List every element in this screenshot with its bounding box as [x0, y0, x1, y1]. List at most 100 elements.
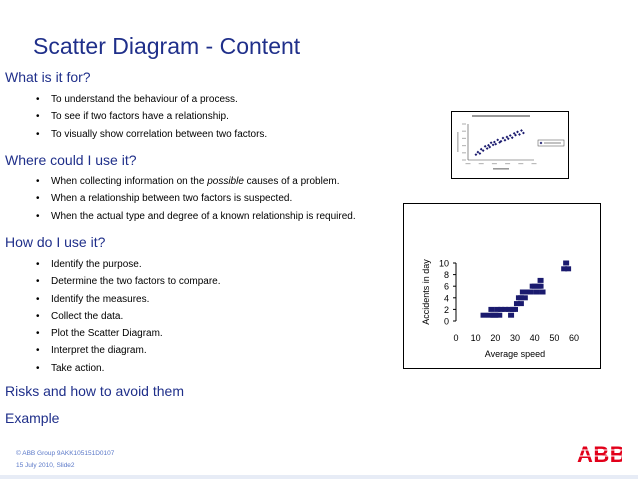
thumb-y-tick-label	[462, 145, 466, 147]
bullet-item: To understand the behaviour of a process…	[36, 91, 267, 109]
scatter-point	[508, 312, 515, 318]
thumb-scatter-point	[518, 133, 521, 136]
thumb-scatter-point	[488, 145, 492, 149]
thumb-x-tick-label	[518, 163, 524, 165]
scatter-point	[506, 306, 513, 312]
thumb-scatter-point	[520, 129, 523, 132]
bullet-item: Take action.	[36, 360, 221, 378]
scatter-point	[486, 312, 493, 318]
thumb-scatter-point	[516, 130, 519, 134]
y-tick-label: 4	[444, 293, 449, 303]
bullet-item: Identify the measures.	[36, 291, 221, 309]
bullet-item: When collecting information on the possi…	[36, 173, 356, 191]
thumb-scatter-point	[522, 131, 525, 135]
footer-copyright: © ABB Group 9AKK105151D0107	[16, 450, 115, 457]
y-tick-label: 0	[444, 317, 449, 327]
thumb-y-tick-label	[462, 130, 466, 132]
y-tick-label: 6	[444, 282, 449, 292]
thumb-scatter-point	[479, 147, 483, 151]
x-tick-label: 50	[549, 333, 559, 343]
scatter-point	[539, 289, 546, 295]
thumb-x-tick-label	[491, 163, 497, 165]
thumb-scatter-point	[485, 147, 489, 150]
abb-logo: ABB	[577, 442, 626, 470]
thumb-y-tick-label	[462, 152, 466, 154]
scatter-point	[533, 289, 540, 295]
thumb-scatter-point	[501, 136, 505, 140]
x-tick-label: 20	[490, 333, 500, 343]
thumb-scatter-point	[493, 140, 496, 144]
thumb-legend-text	[544, 142, 561, 144]
x-tick-label: 0	[453, 333, 458, 343]
thumb-y-tick-label	[462, 123, 466, 125]
scatter-point	[512, 306, 518, 312]
thumb-scatter-point	[483, 144, 487, 148]
svg-text:ABB: ABB	[577, 443, 622, 465]
bullet-item: To visually show correlation between two…	[36, 126, 267, 144]
how-bullet-list: Identify the purpose. Determine the two …	[36, 256, 221, 377]
thumb-scatter-point	[506, 137, 510, 141]
usage-bullet-list: When collecting information on the possi…	[36, 173, 356, 225]
section-heading-usage: Where could I use it?	[5, 152, 137, 168]
scatter-point	[531, 283, 538, 289]
section-heading-purpose: What is it for?	[5, 69, 91, 85]
thumb-scatter-point	[489, 141, 493, 145]
thumb-scatter-point	[474, 153, 478, 156]
bullet-item: Interpret the diagram.	[36, 342, 221, 360]
scatter-point	[523, 289, 530, 295]
emphasis-text: possible	[207, 176, 244, 187]
thumb-y-tick-label	[462, 137, 466, 139]
section-heading-risks: Risks and how to avoid them	[5, 383, 184, 399]
x-tick-label: 60	[569, 333, 579, 343]
thumb-scatter-point	[514, 133, 517, 137]
purpose-bullet-list: To understand the behaviour of a process…	[36, 91, 267, 143]
x-axis-label: Average speed	[485, 349, 545, 359]
scatter-point	[498, 306, 505, 312]
thumb-scatter-point	[491, 143, 495, 147]
scatter-point	[517, 301, 524, 307]
bullet-item: Determine the two factors to compare.	[36, 273, 221, 291]
thumb-scatter-point	[476, 150, 480, 154]
thumbnail-chart-svg	[457, 115, 565, 170]
scatter-point	[502, 306, 509, 312]
thumb-x-tick-label	[478, 163, 484, 165]
bullet-item: To see if two factors have a relationshi…	[36, 108, 267, 126]
scatter-point	[563, 260, 570, 266]
scatter-point	[488, 306, 495, 312]
scatter-point	[565, 266, 572, 272]
thumb-x-tick-label	[465, 163, 471, 165]
bottom-band	[0, 475, 638, 479]
y-axis-label: Accidents in day	[421, 259, 431, 325]
thumb-scatter-point	[508, 134, 512, 137]
scatter-point	[494, 306, 501, 312]
footer-date-slide: 15 July 2010, Slide2	[16, 462, 75, 469]
bullet-item: Collect the data.	[36, 308, 221, 326]
scatter-point	[517, 295, 524, 301]
y-tick-label: 8	[444, 270, 449, 280]
scatter-point	[513, 301, 520, 307]
thumb-x-label-text	[493, 168, 509, 170]
scatter-point	[492, 312, 499, 318]
bullet-item: When the actual type and degree of a kno…	[36, 208, 356, 226]
section-heading-example: Example	[5, 410, 60, 426]
scatter-point	[521, 295, 528, 301]
scatter-point	[527, 289, 534, 295]
scatter-point	[496, 312, 503, 318]
main-scatter-chart: 0 2 4 6 8 10 0 10 20 30 40 50 60 Average speed Acciden…	[403, 203, 601, 369]
bullet-item: Identify the purpose.	[36, 256, 221, 274]
thumb-scatter-point	[494, 142, 498, 146]
scatter-point	[537, 277, 544, 283]
thumb-y-label-text	[457, 132, 459, 152]
thumb-legend-marker	[539, 141, 543, 145]
scatter-point	[561, 266, 568, 272]
thumb-x-tick-label	[531, 163, 537, 165]
thumb-scatter-point	[478, 152, 482, 155]
slide-title: Scatter Diagram - Content	[33, 33, 301, 59]
thumbnail-scatter-chart	[451, 111, 569, 179]
y-tick-label: 2	[444, 305, 449, 315]
x-tick-label: 30	[510, 333, 520, 343]
thumb-scatter-point	[503, 138, 507, 142]
x-tick-label: 40	[530, 333, 540, 343]
section-heading-how: How do I use it?	[5, 234, 106, 250]
